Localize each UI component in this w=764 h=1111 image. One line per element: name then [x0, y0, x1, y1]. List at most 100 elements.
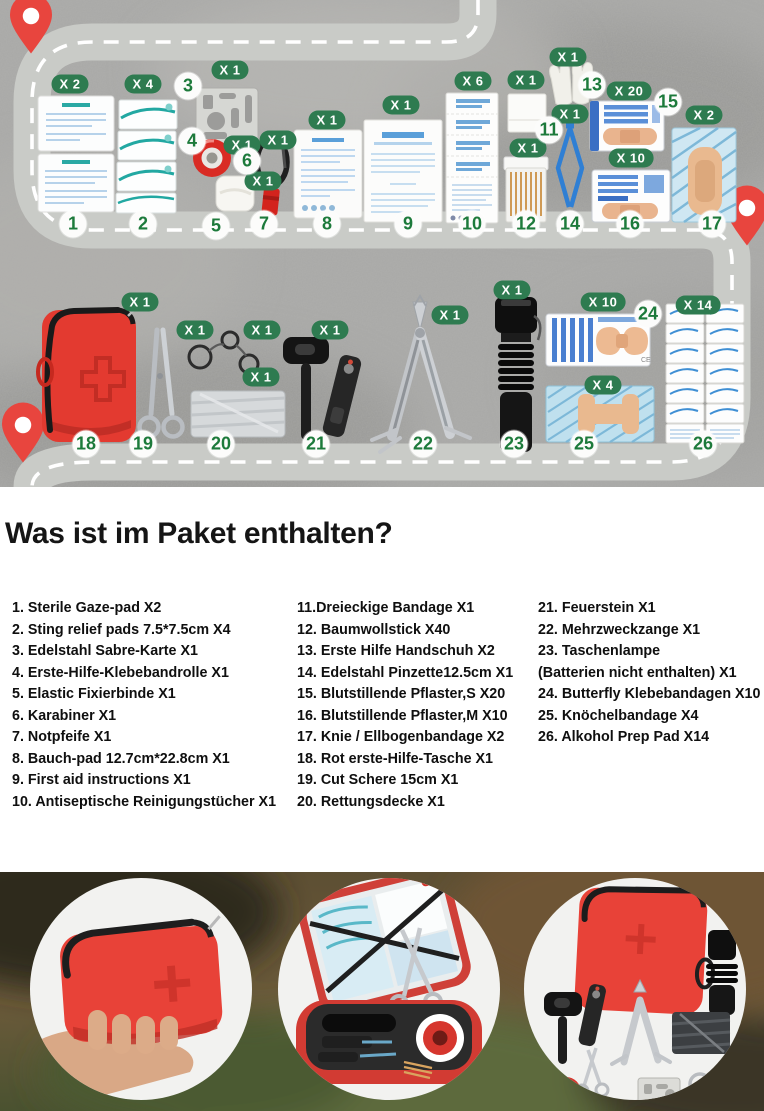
item-photo-tweezers [555, 123, 585, 208]
qty-badge: X 14 [675, 295, 721, 315]
list-item: 25. Knöchelbandage X4 [538, 707, 699, 724]
qty-badge: X 1 [308, 110, 346, 130]
photo-open-kit-contents [278, 878, 500, 1100]
list-item: 24. Butterfly Klebebandagen X10 [538, 686, 761, 702]
list-item: 21. Feuerstein X1 [538, 600, 656, 616]
qty-badge: X 1 [211, 60, 249, 80]
qty-badge: X 1 [243, 320, 281, 340]
item-number: 14 [556, 210, 584, 238]
item-photo-plasters-m [591, 169, 671, 223]
list-item: 23. Taschenlampe [538, 643, 661, 659]
item-photo-sting-relief-pads [115, 99, 178, 214]
list-item: 19. Cut Schere 15cm X1 [297, 772, 459, 788]
photo-kit-with-tools [524, 878, 746, 1100]
item-photo-abdominal-pad [293, 129, 363, 219]
list-item: 6. Karabiner X1 [12, 707, 117, 724]
item-number: 19 [129, 430, 157, 458]
qty-badge: X 10 [580, 292, 626, 312]
qty-badge: X 10 [608, 148, 654, 168]
item-number: 24 [634, 300, 662, 328]
qty-badge: X 4 [584, 375, 622, 395]
qty-badge: X 1 [509, 138, 547, 158]
item-photo-plasters-s [589, 100, 665, 152]
qty-badge: X 1 [176, 320, 214, 340]
kit-contents-illustration: CE [0, 0, 764, 487]
contents-list-column-1: 1. Sterile Gaze-pad X2 2. Sting relief pa… [12, 598, 276, 813]
item-number: 13 [578, 71, 606, 99]
item-photo-multitool [370, 294, 472, 454]
list-item: (Batterien nicht enthalten) X1 [538, 664, 737, 681]
qty-badge: X 1 [242, 367, 280, 387]
product-photo-strip [0, 832, 764, 1111]
qty-badge: X 1 [259, 130, 297, 150]
item-number: 3 [174, 72, 202, 100]
list-item: 15. Blutstillende Pflaster,S X20 [297, 686, 506, 702]
contents-list-column-3: 21. Feuerstein X1 22. Mehrzweckzange X1 23… [538, 598, 760, 749]
item-number: 25 [570, 430, 598, 458]
qty-badge: X 1 [549, 47, 587, 67]
item-number: 17 [698, 210, 726, 238]
list-item: 13. Erste Hilfe Handschuh X2 [297, 643, 495, 659]
qty-badge: X 1 [551, 104, 589, 124]
list-item: 11.Dreieckige Bandage X1 [297, 600, 475, 616]
list-item: 18. Rot erste-Hilfe-Tasche X1 [297, 750, 493, 767]
list-item: 12. Baumwollstick X40 [297, 621, 451, 638]
item-number: 21 [302, 430, 330, 458]
qty-badge: X 1 [121, 292, 159, 312]
list-item: 14. Edelstahl Pinzette12.5cm X1 [297, 664, 514, 681]
item-number: 15 [654, 88, 682, 116]
item-photo-knee-elbow-bandage [671, 126, 737, 224]
item-number: 5 [202, 212, 230, 240]
list-item: 5. Elastic Fixierbinde X1 [12, 686, 176, 702]
item-number: 9 [394, 210, 422, 238]
list-item: 26. Alkohol Prep Pad X14 [538, 729, 710, 745]
kit-contents-map: CE [0, 0, 764, 487]
list-item: 10. Antiseptische Reinigungstücher X1 [12, 793, 277, 810]
list-item: 7. Notpfeife X1 [12, 729, 112, 745]
item-number: 20 [207, 430, 235, 458]
item-number: 26 [689, 430, 717, 458]
item-photo-sabre-card [195, 87, 259, 147]
item-number: 11 [535, 116, 563, 144]
item-photo-gauze-pads [37, 95, 115, 213]
list-item: 16. Blutstillende Pflaster,M X10 [297, 707, 508, 724]
item-photo-rescue-blanket [190, 390, 286, 438]
item-photo-cotton-swabs [503, 156, 549, 223]
svg-text:CE: CE [641, 357, 651, 364]
item-photo-red-pouch [36, 305, 139, 442]
qty-badge: X 1 [311, 320, 349, 340]
item-number: 10 [458, 210, 486, 238]
qty-badge: X 6 [454, 71, 492, 91]
item-photo-fire-starter [283, 337, 362, 440]
qty-badge: X 2 [51, 74, 89, 94]
list-item: 3. Edelstahl Sabre-Karte X1 [12, 643, 198, 659]
list-item: 20. Rettungsdecke X1 [297, 793, 445, 810]
road-dashed-line [30, 0, 734, 487]
qty-badge: X 20 [606, 81, 652, 101]
item-number: 6 [233, 147, 261, 175]
contents-list-column-2: 11.Dreieckige Bandage X1 12. Baumwollstic… [297, 598, 513, 813]
item-photo-wire-saw [187, 330, 260, 375]
item-number: 23 [500, 430, 528, 458]
qty-badge: X 4 [124, 74, 162, 94]
item-photo-butterfly-bandages: CE [545, 313, 651, 367]
qty-badge: X 2 [685, 105, 723, 125]
item-number: 1 [59, 210, 87, 238]
item-number: 18 [72, 430, 100, 458]
item-number: 4 [178, 127, 206, 155]
item-photo-antiseptic-wipes [445, 92, 499, 224]
qty-badge: X 1 [493, 280, 531, 300]
item-number: 7 [250, 210, 278, 238]
item-number: 8 [313, 210, 341, 238]
item-number: 12 [512, 210, 540, 238]
item-photo-scissors [137, 327, 185, 439]
list-item: 2. Sting relief pads 7.5*7.5cm X4 [12, 621, 231, 638]
product-photos-illustration [0, 832, 764, 1111]
qty-badge: X 1 [382, 95, 420, 115]
qty-badge: X 1 [244, 171, 282, 191]
list-item: 22. Mehrzweckzange X1 [538, 621, 701, 638]
list-item: 1. Sterile Gaze-pad X2 [12, 600, 162, 616]
page-title: Was ist im Paket enthalten? [5, 517, 393, 551]
item-photo-first-aid-instructions [363, 119, 443, 223]
